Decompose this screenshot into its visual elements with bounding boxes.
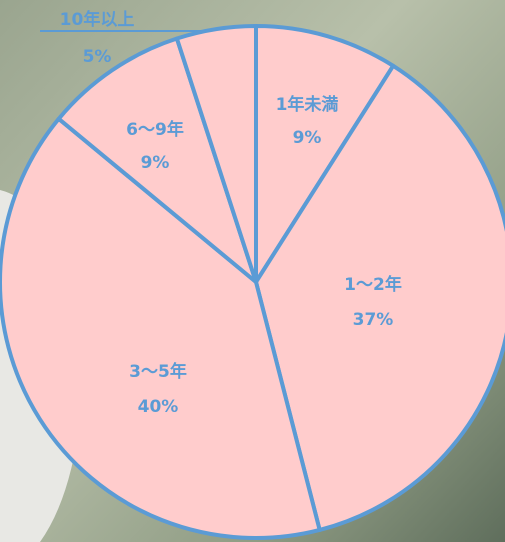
value-label: 5%	[83, 47, 112, 67]
pie-slice	[254, 24, 396, 284]
category-label: 1年未満	[276, 94, 339, 115]
pie-slice	[174, 24, 258, 284]
value-label: 37%	[353, 310, 394, 330]
category-label: 10年以上	[60, 9, 135, 30]
pie-slice	[254, 63, 505, 532]
pie-slice	[0, 116, 322, 540]
category-label: 6～9年	[126, 119, 184, 140]
value-label: 9%	[141, 153, 170, 173]
pie-slice	[56, 36, 258, 284]
category-label: 3～5年	[129, 361, 187, 382]
value-label: 9%	[293, 128, 322, 148]
value-label: 40%	[138, 397, 179, 417]
category-label: 1～2年	[344, 274, 402, 295]
